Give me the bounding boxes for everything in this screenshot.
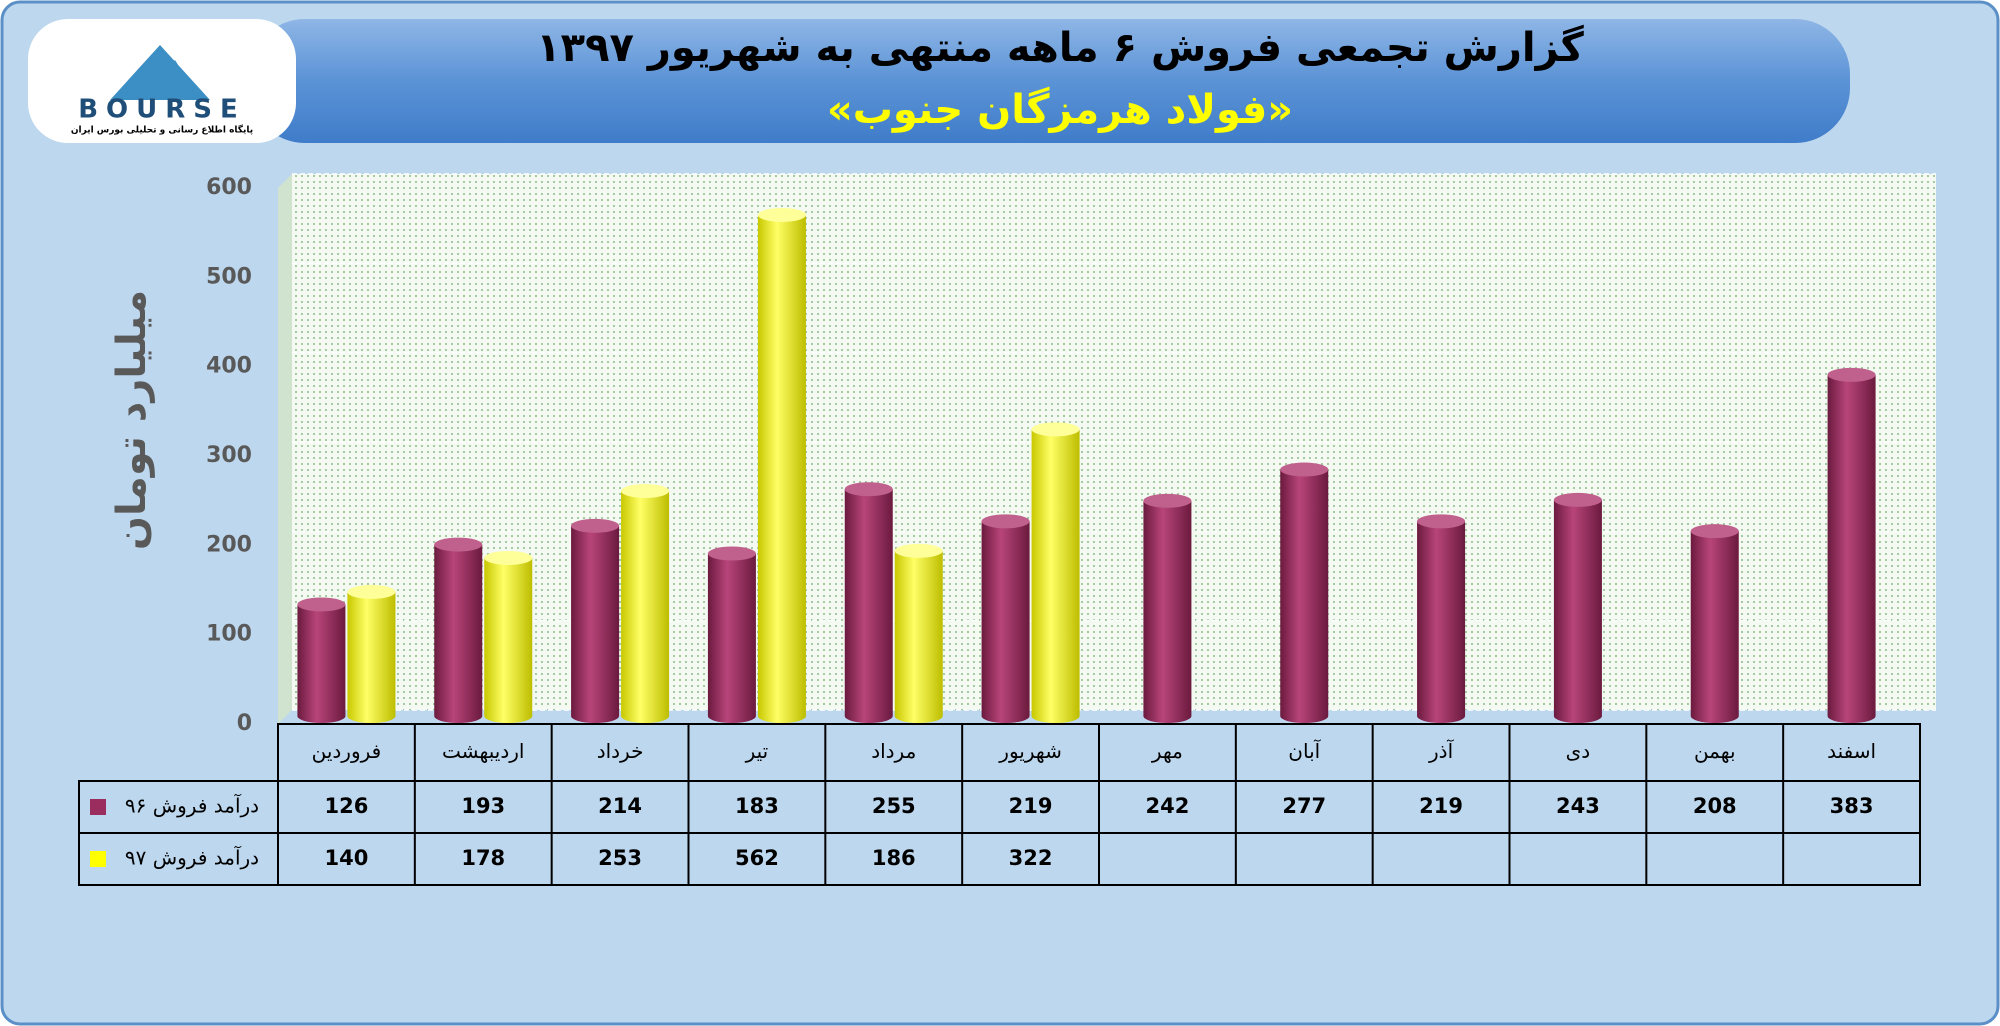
legend-swatch bbox=[90, 799, 106, 815]
table-value: 183 bbox=[735, 794, 779, 818]
bar-cap bbox=[1280, 462, 1329, 477]
table-value: 208 bbox=[1693, 794, 1737, 818]
legend-swatch bbox=[90, 851, 106, 867]
table-value: 186 bbox=[872, 846, 916, 870]
y-axis-label: میلیارد تومان bbox=[109, 290, 155, 550]
table-value: 140 bbox=[324, 846, 368, 870]
bar-cap bbox=[707, 546, 756, 561]
table-value: 126 bbox=[324, 794, 368, 818]
table-value: 242 bbox=[1145, 794, 1189, 818]
bar bbox=[1417, 521, 1466, 724]
chart-subtitle: «فولاد هرمزگان جنوب» bbox=[827, 86, 1293, 133]
bar bbox=[1031, 429, 1080, 724]
bar bbox=[484, 557, 533, 724]
bar-cap bbox=[297, 597, 346, 612]
x-tick-label: آذر bbox=[1428, 738, 1455, 763]
y-tick-label: 0 bbox=[237, 711, 252, 736]
y-tick-label: 300 bbox=[206, 443, 252, 468]
bar-cap bbox=[621, 483, 670, 498]
bar-cap bbox=[1031, 422, 1080, 437]
chart-title: گزارش تجمعی فروش ۶ ماهه منتهی به شهریور … bbox=[536, 24, 1584, 71]
legend-label: درآمد فروش ۹۶ bbox=[125, 793, 259, 818]
legend-label: درآمد فروش ۹۷ bbox=[125, 845, 259, 870]
bar bbox=[981, 521, 1030, 723]
y-tick-label: 500 bbox=[206, 264, 252, 289]
bar-cap bbox=[571, 518, 620, 533]
bar bbox=[347, 591, 396, 724]
y-tick-label: 100 bbox=[206, 622, 252, 647]
table-value: 322 bbox=[1009, 846, 1053, 870]
bar bbox=[844, 489, 893, 724]
y-tick-label: 200 bbox=[206, 532, 252, 557]
side-wall bbox=[278, 174, 292, 724]
table-value: 214 bbox=[598, 794, 642, 818]
x-tick-label: اردیبهشت bbox=[442, 739, 524, 763]
plot-area bbox=[292, 174, 1936, 710]
table-value: 255 bbox=[872, 794, 916, 818]
x-tick-label: فروردین bbox=[312, 739, 382, 763]
table-value: 562 bbox=[735, 846, 779, 870]
bar-cap bbox=[844, 482, 893, 497]
logo-mark bbox=[110, 45, 210, 100]
x-tick-label: مرداد bbox=[871, 739, 916, 763]
table-value: 253 bbox=[598, 846, 642, 870]
bar bbox=[1143, 500, 1192, 724]
bar bbox=[1280, 469, 1329, 724]
x-tick-label: آبان bbox=[1288, 738, 1321, 763]
bar-cap bbox=[1143, 493, 1192, 508]
bar bbox=[621, 490, 670, 724]
x-tick-label: اسفند bbox=[1827, 739, 1876, 763]
table-value: 178 bbox=[461, 846, 505, 870]
bar-cap bbox=[484, 550, 533, 565]
x-tick-label: مهر bbox=[1151, 739, 1183, 763]
bar-cap bbox=[1690, 524, 1739, 539]
table-value: 193 bbox=[461, 794, 505, 818]
y-tick-label: 600 bbox=[206, 175, 252, 200]
bar bbox=[1553, 499, 1602, 724]
table-value: 219 bbox=[1009, 794, 1053, 818]
bar bbox=[434, 544, 483, 724]
table-value: 219 bbox=[1419, 794, 1463, 818]
bar-cap bbox=[1553, 492, 1602, 507]
bar bbox=[1827, 374, 1876, 724]
x-tick-label: خرداد bbox=[597, 739, 644, 763]
table-value: 277 bbox=[1282, 794, 1326, 818]
table-value: 243 bbox=[1556, 794, 1600, 818]
x-tick-label: دی bbox=[1566, 739, 1591, 763]
bar bbox=[571, 525, 620, 724]
bar-cap bbox=[757, 207, 806, 222]
y-tick-label: 400 bbox=[206, 354, 252, 379]
title-banner bbox=[250, 19, 1850, 143]
bar bbox=[707, 553, 756, 724]
logo-tagline: پایگاه اطلاع رسانی و تحلیلی بورس ایران bbox=[71, 124, 253, 136]
bar-cap bbox=[981, 514, 1030, 529]
bar bbox=[297, 604, 346, 724]
bar-cap bbox=[347, 584, 396, 599]
table-value: 383 bbox=[1830, 794, 1874, 818]
x-tick-label: بهمن bbox=[1694, 739, 1736, 763]
bar-cap bbox=[434, 537, 483, 552]
bar-cap bbox=[894, 543, 943, 558]
bar bbox=[1690, 531, 1739, 724]
bar-cap bbox=[1827, 367, 1876, 382]
bar bbox=[757, 214, 806, 724]
x-tick-label: تیر bbox=[745, 739, 769, 763]
bar-cap bbox=[1417, 514, 1466, 529]
x-tick-label: شهریور bbox=[998, 739, 1062, 763]
logo-text: BOURSE bbox=[78, 95, 246, 125]
bar bbox=[894, 550, 943, 724]
